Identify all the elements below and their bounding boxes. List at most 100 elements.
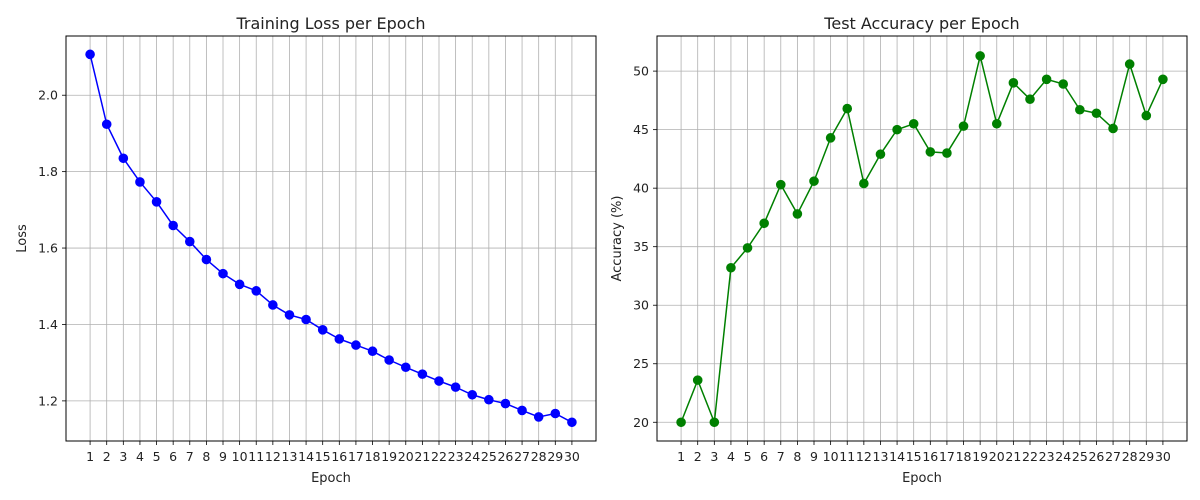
x-tick-label: 13: [873, 449, 889, 464]
data-point: [975, 51, 985, 61]
chart-title: Training Loss per Epoch: [235, 14, 425, 33]
x-tick-label: 23: [448, 449, 464, 464]
x-tick-label: 7: [777, 449, 785, 464]
x-tick-label: 4: [727, 449, 735, 464]
x-axis: 1 2 3 4 5 6 7 8 9 10 11 12 13 14 15 16 17 18 19 20 21 22 23 24 2…: [86, 441, 580, 464]
x-tick-label: 21: [414, 449, 430, 464]
x-tick-label: 6: [760, 449, 768, 464]
y-axis: 20 25 30 35 40 45 50: [633, 64, 657, 430]
data-point: [1091, 108, 1102, 119]
data-point: [317, 325, 328, 335]
x-tick-label: 8: [793, 449, 801, 464]
x-tick-label: 4: [136, 449, 144, 464]
x-tick-label: 14: [889, 449, 905, 464]
data-point: [417, 369, 428, 379]
data-point: [517, 405, 527, 416]
x-tick-label: 16: [922, 449, 938, 464]
data-point: [1124, 59, 1135, 69]
y-tick-label: 30: [633, 298, 649, 313]
x-tick-label: 18: [365, 449, 381, 464]
y-tick-label: 1.4: [38, 317, 58, 332]
y-tick-label: 35: [633, 239, 649, 254]
x-tick-label: 2: [694, 449, 702, 464]
x-tick-label: 19: [972, 449, 988, 464]
data-point: [842, 103, 853, 114]
data-point: [942, 148, 952, 158]
data-point: [450, 382, 461, 392]
gridlines: [66, 36, 596, 441]
x-tick-label: 10: [823, 449, 839, 464]
x-tick-label: 10: [232, 449, 248, 464]
x-tick-label: 26: [1088, 449, 1104, 464]
x-tick-label: 21: [1005, 449, 1021, 464]
data-point: [234, 279, 245, 290]
x-tick-label: 24: [1055, 449, 1071, 464]
x-tick-label: 9: [810, 449, 818, 464]
chart-1: 1 2 3 4 5 6 7 8 9 10 11 12 13 14 15 16 17 18 19 20 21 22 23 24 2…: [15, 14, 597, 486]
x-axis: 1 2 3 4 5 6 7 8 9 10 11 12 13 14 15 16 17 18 19 20 21 22 23 24 2…: [677, 441, 1171, 464]
y-tick-label: 1.8: [38, 164, 58, 179]
data-point: [775, 179, 786, 190]
x-tick-label: 5: [744, 449, 752, 464]
series-line: [89, 54, 573, 423]
y-axis-label: Loss: [15, 224, 30, 253]
y-tick-label: 2.0: [38, 88, 58, 103]
data-point: [351, 340, 361, 350]
x-tick-label: 26: [497, 449, 513, 464]
x-tick-label: 16: [331, 449, 347, 464]
y-tick-label: 40: [633, 181, 649, 196]
series-line: [680, 55, 1164, 424]
data-point: [692, 375, 703, 385]
data-point: [1025, 94, 1035, 105]
data-point: [809, 176, 819, 186]
x-tick-label: 25: [481, 449, 497, 464]
y-tick-label: 25: [633, 356, 649, 371]
data-point: [184, 236, 195, 247]
y-tick-label: 1.2: [38, 393, 58, 408]
x-tick-label: 24: [464, 449, 480, 464]
x-tick-label: 29: [547, 449, 563, 464]
data-point: [1158, 74, 1168, 85]
data-point: [892, 124, 902, 135]
gridlines: [657, 36, 1187, 441]
data-point: [1108, 123, 1118, 134]
x-tick-label: 17: [939, 449, 955, 464]
x-tick-label: 1: [86, 449, 94, 464]
chart-2: 1 2 3 4 5 6 7 8 9 10 11 12 13 14 15 16 17 18 19 20 21 22 23 24 2…: [610, 14, 1188, 486]
data-point: [251, 286, 262, 296]
y-tick-label: 20: [633, 415, 649, 430]
x-tick-label: 25: [1072, 449, 1088, 464]
x-tick-label: 30: [1155, 449, 1171, 464]
data-point: [859, 178, 869, 189]
x-tick-label: 30: [564, 449, 580, 464]
x-tick-label: 6: [169, 449, 177, 464]
data-point: [550, 408, 561, 419]
data-point: [434, 376, 444, 386]
data-point: [218, 268, 228, 279]
x-tick-label: 22: [431, 449, 447, 464]
data-point: [85, 49, 95, 60]
series-1: [676, 51, 1168, 428]
y-tick-label: 50: [633, 64, 649, 79]
x-tick-label: 20: [989, 449, 1005, 464]
x-tick-label: 23: [1039, 449, 1055, 464]
y-tick-label: 1.6: [38, 241, 58, 256]
x-tick-label: 29: [1138, 449, 1154, 464]
data-point: [1075, 104, 1085, 115]
data-point: [709, 417, 720, 428]
data-point: [151, 197, 162, 207]
data-point: [1141, 110, 1152, 121]
data-point: [792, 209, 803, 219]
plot-frame: [656, 35, 1188, 442]
x-axis-label: Epoch: [902, 471, 942, 486]
x-tick-label: 8: [202, 449, 210, 464]
data-point: [168, 220, 178, 231]
x-tick-label: 1: [677, 449, 685, 464]
data-point: [484, 394, 494, 405]
x-tick-label: 7: [186, 449, 194, 464]
x-tick-label: 12: [265, 449, 281, 464]
data-point: [101, 119, 112, 130]
data-point: [201, 254, 212, 265]
x-tick-label: 11: [248, 449, 264, 464]
